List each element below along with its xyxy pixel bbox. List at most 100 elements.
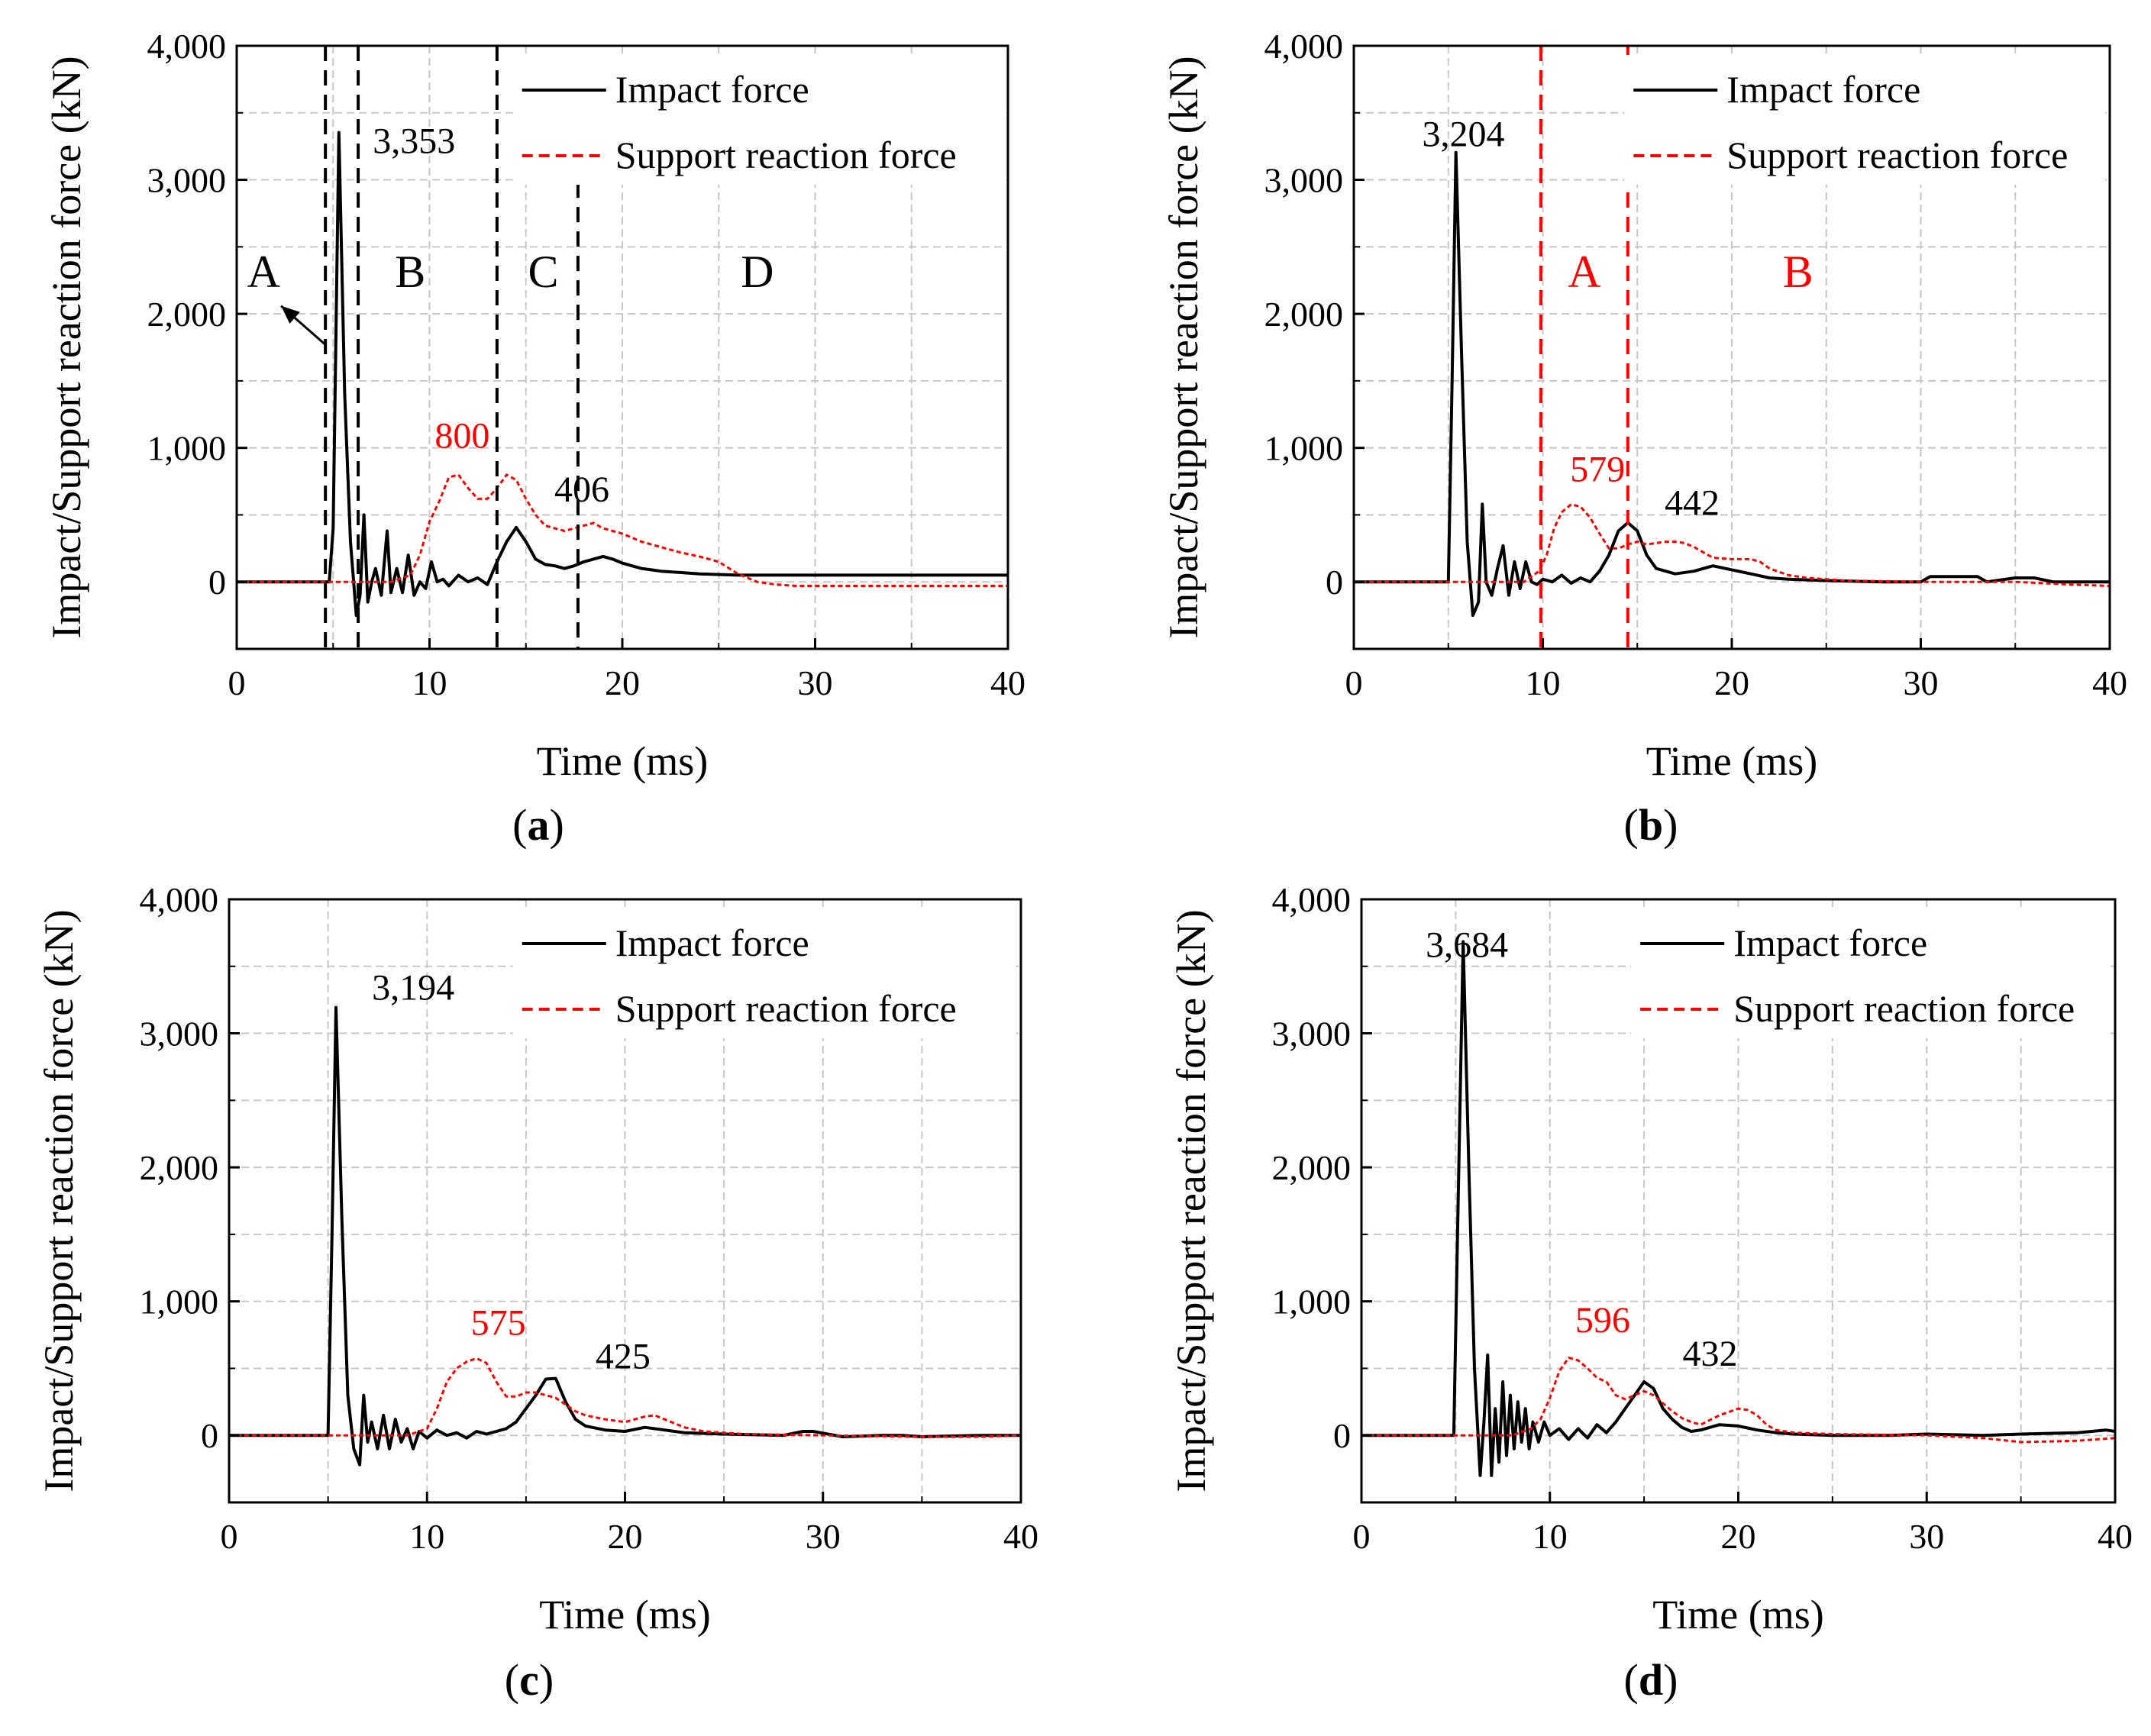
caption-open-paren: ( xyxy=(1624,800,1639,850)
peak-value-label: 3,204 xyxy=(1423,115,1505,155)
x-tick-label: 10 xyxy=(412,663,447,702)
chart-panel-b: A B 3,204 579 442 Impact force Support reactio… xyxy=(1161,27,2127,850)
y-tick-label: 0 xyxy=(1326,563,1343,602)
region-label: C xyxy=(528,247,558,297)
support-reaction-series-line xyxy=(237,473,1008,587)
legend: Impact force Support reaction force xyxy=(1624,55,2105,185)
x-tick-label: 30 xyxy=(798,663,833,702)
support-reaction-series-line xyxy=(229,1357,1021,1438)
peak-value-label: 3,194 xyxy=(372,968,454,1008)
x-tick-label: 40 xyxy=(2098,1517,2133,1556)
x-axis-title: Time (ms) xyxy=(1652,1592,1824,1638)
x-tick-label: 10 xyxy=(1526,663,1561,702)
y-axis-title: Impact/Support reaction force (kN) xyxy=(36,909,82,1492)
y-axis-title: Impact/Support reaction force (kN) xyxy=(1168,909,1214,1492)
y-tick-label: 2,000 xyxy=(147,295,227,334)
panel-caption: (a) xyxy=(512,800,564,850)
y-tick-label: 0 xyxy=(201,1416,218,1455)
caption-letter: a xyxy=(528,800,550,850)
y-tick-label: 0 xyxy=(1333,1416,1351,1455)
y-tick-label: 3,000 xyxy=(1264,161,1344,200)
y-tick-label: 1,000 xyxy=(140,1283,219,1321)
region-label: A xyxy=(247,247,280,297)
region-label: D xyxy=(741,247,774,297)
x-tick-label: 20 xyxy=(1714,663,1749,702)
legend-support-label: Support reaction force xyxy=(1733,987,2075,1030)
y-tick-label: 4,000 xyxy=(140,880,219,919)
peak-value-label: 425 xyxy=(596,1336,651,1376)
caption-letter: d xyxy=(1639,1655,1663,1705)
region-label: B xyxy=(395,247,425,297)
legend: Impact force Support reaction force xyxy=(1631,908,2111,1038)
peak-value-label: 406 xyxy=(554,469,609,510)
caption-open-paren: ( xyxy=(1624,1655,1639,1705)
support-reaction-series-line xyxy=(1354,503,2110,587)
support-reaction-series-line xyxy=(1361,1356,2115,1444)
y-tick-label: 4,000 xyxy=(1264,27,1344,66)
peak-value-label: 579 xyxy=(1570,450,1625,490)
y-tick-label: 1,000 xyxy=(1272,1283,1352,1321)
chart-panel-c: 3,194 575 425 Impact force Support reaction … xyxy=(36,880,1038,1705)
y-tick-label: 3,000 xyxy=(140,1015,219,1054)
x-tick-label: 20 xyxy=(1721,1517,1756,1556)
legend-box xyxy=(1624,55,2105,185)
region-a-arrow-head xyxy=(281,305,300,324)
y-tick-label: 3,000 xyxy=(1272,1015,1352,1054)
y-tick-label: 1,000 xyxy=(147,429,227,468)
x-tick-label: 0 xyxy=(1353,1517,1371,1556)
y-tick-label: 3,000 xyxy=(147,161,227,200)
peak-value-label: 432 xyxy=(1682,1334,1737,1374)
y-axis-title: Impact/Support reaction force (kN) xyxy=(1161,56,1206,638)
legend: Impact force Support reaction force xyxy=(512,55,1003,185)
chart-panel-a: A B C D 3,353 800 406 Impact force Support react… xyxy=(44,27,1025,850)
legend-impact-label: Impact force xyxy=(615,68,809,111)
legend-support-label: Support reaction force xyxy=(615,134,957,176)
x-tick-label: 30 xyxy=(806,1517,841,1556)
caption-close-paren: ) xyxy=(539,1655,554,1705)
peak-value-label: 3,684 xyxy=(1426,924,1508,965)
legend-box xyxy=(512,55,1003,185)
legend-box xyxy=(512,908,1016,1038)
peak-value-label: 575 xyxy=(471,1303,526,1344)
impact-force-series-line xyxy=(1354,150,2110,618)
x-axis-title: Time (ms) xyxy=(1646,738,1818,784)
x-tick-label: 30 xyxy=(1909,1517,1944,1556)
y-tick-label: 2,000 xyxy=(1272,1148,1352,1187)
x-tick-label: 20 xyxy=(605,663,640,702)
x-tick-label: 40 xyxy=(2092,663,2127,702)
y-tick-label: 2,000 xyxy=(140,1148,219,1187)
peak-value-label: 800 xyxy=(434,416,489,457)
caption-close-paren: ) xyxy=(1663,800,1678,850)
legend-impact-label: Impact force xyxy=(1726,68,1920,111)
y-tick-label: 1,000 xyxy=(1264,429,1344,468)
x-tick-label: 0 xyxy=(228,663,246,702)
caption-letter: c xyxy=(519,1655,539,1705)
x-tick-label: 30 xyxy=(1904,663,1939,702)
panel-caption: (b) xyxy=(1624,800,1678,850)
x-tick-label: 40 xyxy=(990,663,1025,702)
region-label: B xyxy=(1783,247,1813,297)
y-axis-title: Impact/Support reaction force (kN) xyxy=(44,56,89,638)
x-tick-label: 40 xyxy=(1003,1517,1038,1556)
panel-caption: (c) xyxy=(505,1655,554,1705)
y-tick-label: 0 xyxy=(208,563,226,602)
peak-value-label: 442 xyxy=(1665,482,1720,523)
x-tick-label: 0 xyxy=(1345,663,1363,702)
x-tick-label: 20 xyxy=(608,1517,643,1556)
y-tick-label: 2,000 xyxy=(1264,295,1344,334)
y-tick-label: 4,000 xyxy=(147,27,227,66)
x-tick-label: 10 xyxy=(409,1517,444,1556)
x-axis-title: Time (ms) xyxy=(539,1592,711,1638)
region-label: A xyxy=(1568,247,1600,297)
legend-support-label: Support reaction force xyxy=(615,987,957,1030)
caption-close-paren: ) xyxy=(1663,1655,1678,1705)
legend-box xyxy=(1631,908,2111,1038)
impact-force-series-line xyxy=(1361,940,2115,1477)
legend-impact-label: Impact force xyxy=(1733,921,1927,964)
legend-support-label: Support reaction force xyxy=(1726,134,2068,176)
peak-value-label: 3,353 xyxy=(373,121,455,161)
legend-impact-label: Impact force xyxy=(615,921,809,964)
caption-close-paren: ) xyxy=(550,800,564,850)
